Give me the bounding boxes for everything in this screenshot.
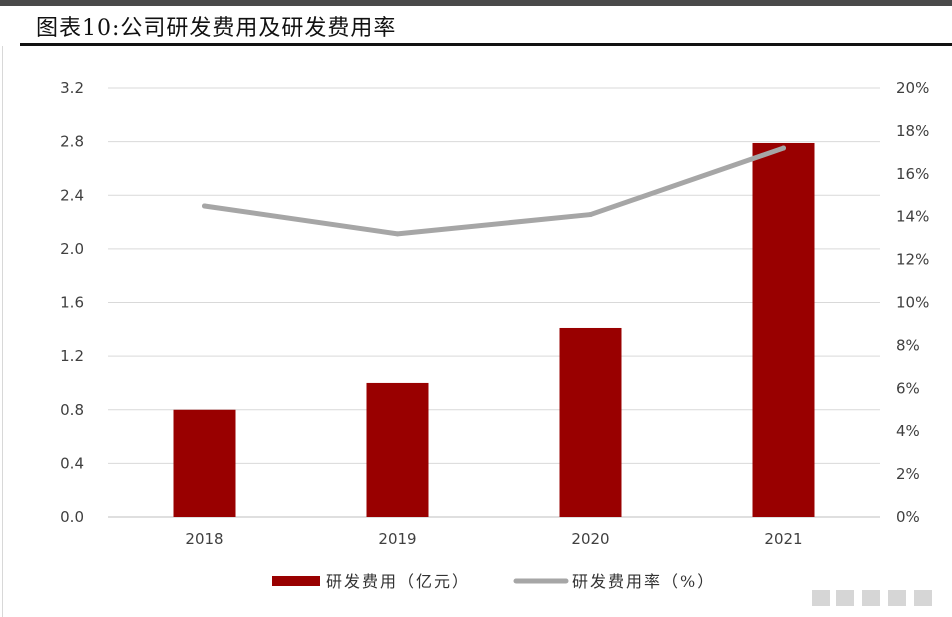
rate-point-2020 xyxy=(588,212,593,218)
title-rule xyxy=(20,43,952,46)
chart-title: 图表10:公司研发费用及研发费用率 xyxy=(36,16,397,41)
left-tick-label: 0.4 xyxy=(60,454,84,472)
x-tick-label: 2021 xyxy=(764,530,802,548)
watermark-block xyxy=(862,590,880,606)
bar-2019 xyxy=(366,382,429,517)
right-tick-label: 18% xyxy=(896,122,929,140)
left-tick-label: 0.0 xyxy=(60,508,84,526)
watermark-block xyxy=(914,590,932,606)
left-tick-label: 2.0 xyxy=(60,240,84,258)
bar-2018 xyxy=(173,409,236,517)
left-tick-label: 2.4 xyxy=(60,186,84,204)
rate-line xyxy=(202,145,786,237)
left-tick-label: 1.6 xyxy=(60,294,84,312)
left-tick-label: 2.8 xyxy=(60,133,84,151)
watermark-block xyxy=(836,590,854,606)
bars xyxy=(173,142,815,517)
legend-swatch-bar xyxy=(272,576,320,586)
x-tick-label: 2018 xyxy=(185,530,223,548)
rate-line-path xyxy=(202,145,786,237)
left-border xyxy=(2,46,3,617)
right-tick-label: 12% xyxy=(896,251,929,269)
right-tick-label: 0% xyxy=(896,508,920,526)
rate-point-2018 xyxy=(202,203,207,209)
legend-label-line: 研发费用率（%） xyxy=(572,572,715,591)
left-tick-label: 1.2 xyxy=(60,347,84,365)
left-tick-label: 0.8 xyxy=(60,401,84,419)
right-tick-label: 6% xyxy=(896,379,920,397)
top-bar xyxy=(0,0,952,6)
left-tick-label: 3.2 xyxy=(60,79,84,97)
grid-lines xyxy=(108,87,880,518)
right-tick-label: 14% xyxy=(896,208,929,226)
right-tick-label: 10% xyxy=(896,294,929,312)
legend-label-bar: 研发费用（亿元） xyxy=(326,572,470,591)
right-tick-label: 8% xyxy=(896,336,920,354)
watermark-block xyxy=(812,590,830,606)
right-tick-label: 20% xyxy=(896,79,929,97)
x-tick-label: 2019 xyxy=(378,530,416,548)
x-tick-label: 2020 xyxy=(571,530,609,548)
left-axis-ticks: 0.0 0.4 0.8 1.2 1.6 2.0 2.4 2.8 3.2 xyxy=(60,79,84,526)
rate-point-2019 xyxy=(395,231,400,237)
bar-2020 xyxy=(559,327,622,517)
rate-point-2021 xyxy=(781,145,786,151)
right-axis-ticks: 0% 2% 4% 6% 8% 10% 12% 14% 16% 18% 20% xyxy=(896,79,929,526)
watermark-block xyxy=(888,590,906,606)
bar-2021 xyxy=(752,142,815,517)
legend: 研发费用（亿元） 研发费用率（%） xyxy=(272,572,715,591)
right-tick-label: 2% xyxy=(896,465,920,483)
x-axis-ticks: 2018 2019 2020 2021 xyxy=(185,530,802,548)
right-tick-label: 16% xyxy=(896,165,929,183)
right-tick-label: 4% xyxy=(896,422,920,440)
